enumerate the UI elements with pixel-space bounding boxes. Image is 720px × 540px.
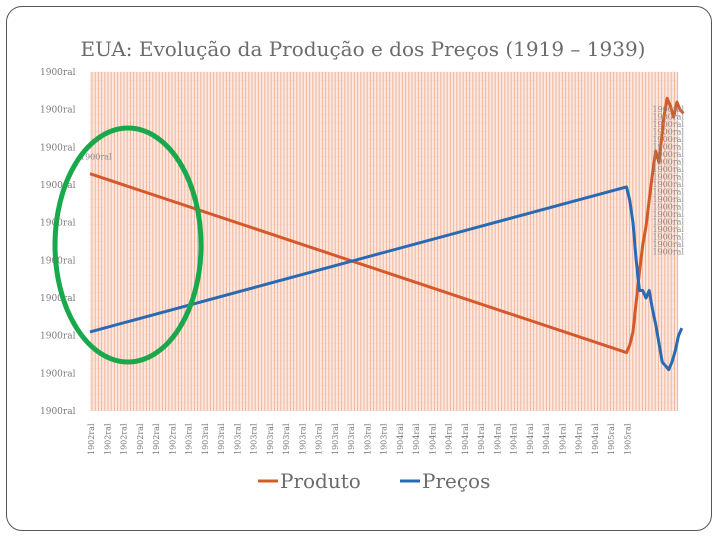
- data-label-end: 1900ral: [652, 135, 684, 144]
- x-tick-label: 1903ral: [233, 423, 242, 455]
- data-label-end: 1900ral: [652, 113, 684, 122]
- x-tick-label: 1904ral: [510, 423, 519, 455]
- x-tick-label: 1903ral: [315, 423, 324, 455]
- x-tick-label: 1904ral: [493, 423, 502, 455]
- data-label-end: 1900ral: [652, 233, 684, 242]
- data-label-start: 1900ral: [80, 153, 112, 162]
- x-tick-label: 1903ral: [217, 423, 226, 455]
- x-tick-label: 1904ral: [445, 423, 454, 455]
- x-tick-label: 1902ral: [103, 423, 112, 455]
- data-label-end: 1900ral: [652, 248, 684, 257]
- x-tick-label: 1905ral: [607, 423, 616, 455]
- legend-label: Produto: [280, 469, 361, 493]
- x-tick-label: 1902ral: [152, 423, 161, 455]
- x-tick-label: 1904ral: [477, 423, 486, 455]
- data-label-end: 1900ral: [652, 203, 684, 212]
- series-line-produto: [89, 96, 685, 355]
- x-tick-label: 1905ral: [623, 423, 632, 455]
- x-tick-label: 1904ral: [526, 423, 535, 455]
- x-tick-label: 1903ral: [363, 423, 372, 455]
- y-tick-label: 1900ral: [40, 369, 76, 379]
- x-tick-label: 1904ral: [428, 423, 437, 455]
- y-tick-label: 1900ral: [40, 294, 76, 304]
- x-tick-label: 1903ral: [250, 423, 259, 455]
- x-tick-label: 1903ral: [380, 423, 389, 455]
- y-tick-label: 1900ral: [40, 106, 76, 116]
- x-tick-label: 1904ral: [461, 423, 470, 455]
- x-tick-label: 1904ral: [542, 423, 551, 455]
- y-tick-label: 1900ral: [40, 68, 76, 78]
- x-tick-label: 1904ral: [591, 423, 600, 455]
- data-label-end: 1900ral: [652, 173, 684, 182]
- data-label-end: 1900ral: [652, 158, 684, 167]
- x-tick-label: 1904ral: [412, 423, 421, 455]
- data-label-end: 1900ral: [652, 150, 684, 159]
- x-tick-label: 1903ral: [201, 423, 210, 455]
- x-tick-label: 1902ral: [87, 423, 96, 455]
- legend-label: Preços: [422, 469, 490, 493]
- data-label-end: 1900ral: [652, 180, 684, 189]
- x-tick-label: 1903ral: [185, 423, 194, 455]
- x-tick-label: 1902ral: [136, 423, 145, 455]
- y-tick-label: 1900ral: [40, 407, 76, 417]
- data-label-end: 1900ral: [652, 240, 684, 249]
- data-label-end: 1900ral: [652, 128, 684, 137]
- x-tick-label: 1904ral: [558, 423, 567, 455]
- data-label-end: 1900ral: [652, 165, 684, 174]
- data-label-end: 1900ral: [652, 195, 684, 204]
- plot-area: [90, 71, 679, 411]
- y-axis: 1900ral 1900ral 1900ral 1900ral 1900ral 1900r…: [40, 68, 76, 417]
- data-label-end: 1900ral: [652, 120, 684, 129]
- legend: Produto Preços: [258, 469, 490, 493]
- x-tick-label: 1903ral: [347, 423, 356, 455]
- series-line-preos: [89, 185, 684, 372]
- y-tick-label: 1900ral: [40, 143, 76, 153]
- x-tick-label: 1903ral: [331, 423, 340, 455]
- data-label-end: 1900ral: [652, 188, 684, 197]
- data-label-end: 1900ral: [652, 225, 684, 234]
- x-tick-label: 1903ral: [266, 423, 275, 455]
- x-axis: 1902ral 1902ral 1902ral 1902ral 1902ral 1902r…: [87, 423, 632, 455]
- x-tick-label: 1904ral: [396, 423, 405, 455]
- x-tick-label: 1902ral: [168, 423, 177, 455]
- x-tick-label: 1903ral: [298, 423, 307, 455]
- data-label-end: 1900ral: [652, 105, 684, 114]
- data-label-end: 1900ral: [652, 210, 684, 219]
- y-tick-label: 1900ral: [40, 332, 76, 342]
- chart-title: EUA: Evolução da Produção e dos Preços (…: [81, 37, 646, 61]
- x-tick-label: 1902ral: [120, 423, 129, 455]
- y-tick-label: 1900ral: [40, 181, 76, 191]
- series-group: [89, 96, 685, 372]
- data-labels: 1900ral1900ral1900ral1900ral1900ral1900r…: [80, 105, 684, 257]
- data-label-end: 1900ral: [652, 218, 684, 227]
- annotation-circle: [52, 125, 204, 365]
- data-label-end: 1900ral: [652, 143, 684, 152]
- x-tick-label: 1903ral: [282, 423, 291, 455]
- x-tick-label: 1904ral: [575, 423, 584, 455]
